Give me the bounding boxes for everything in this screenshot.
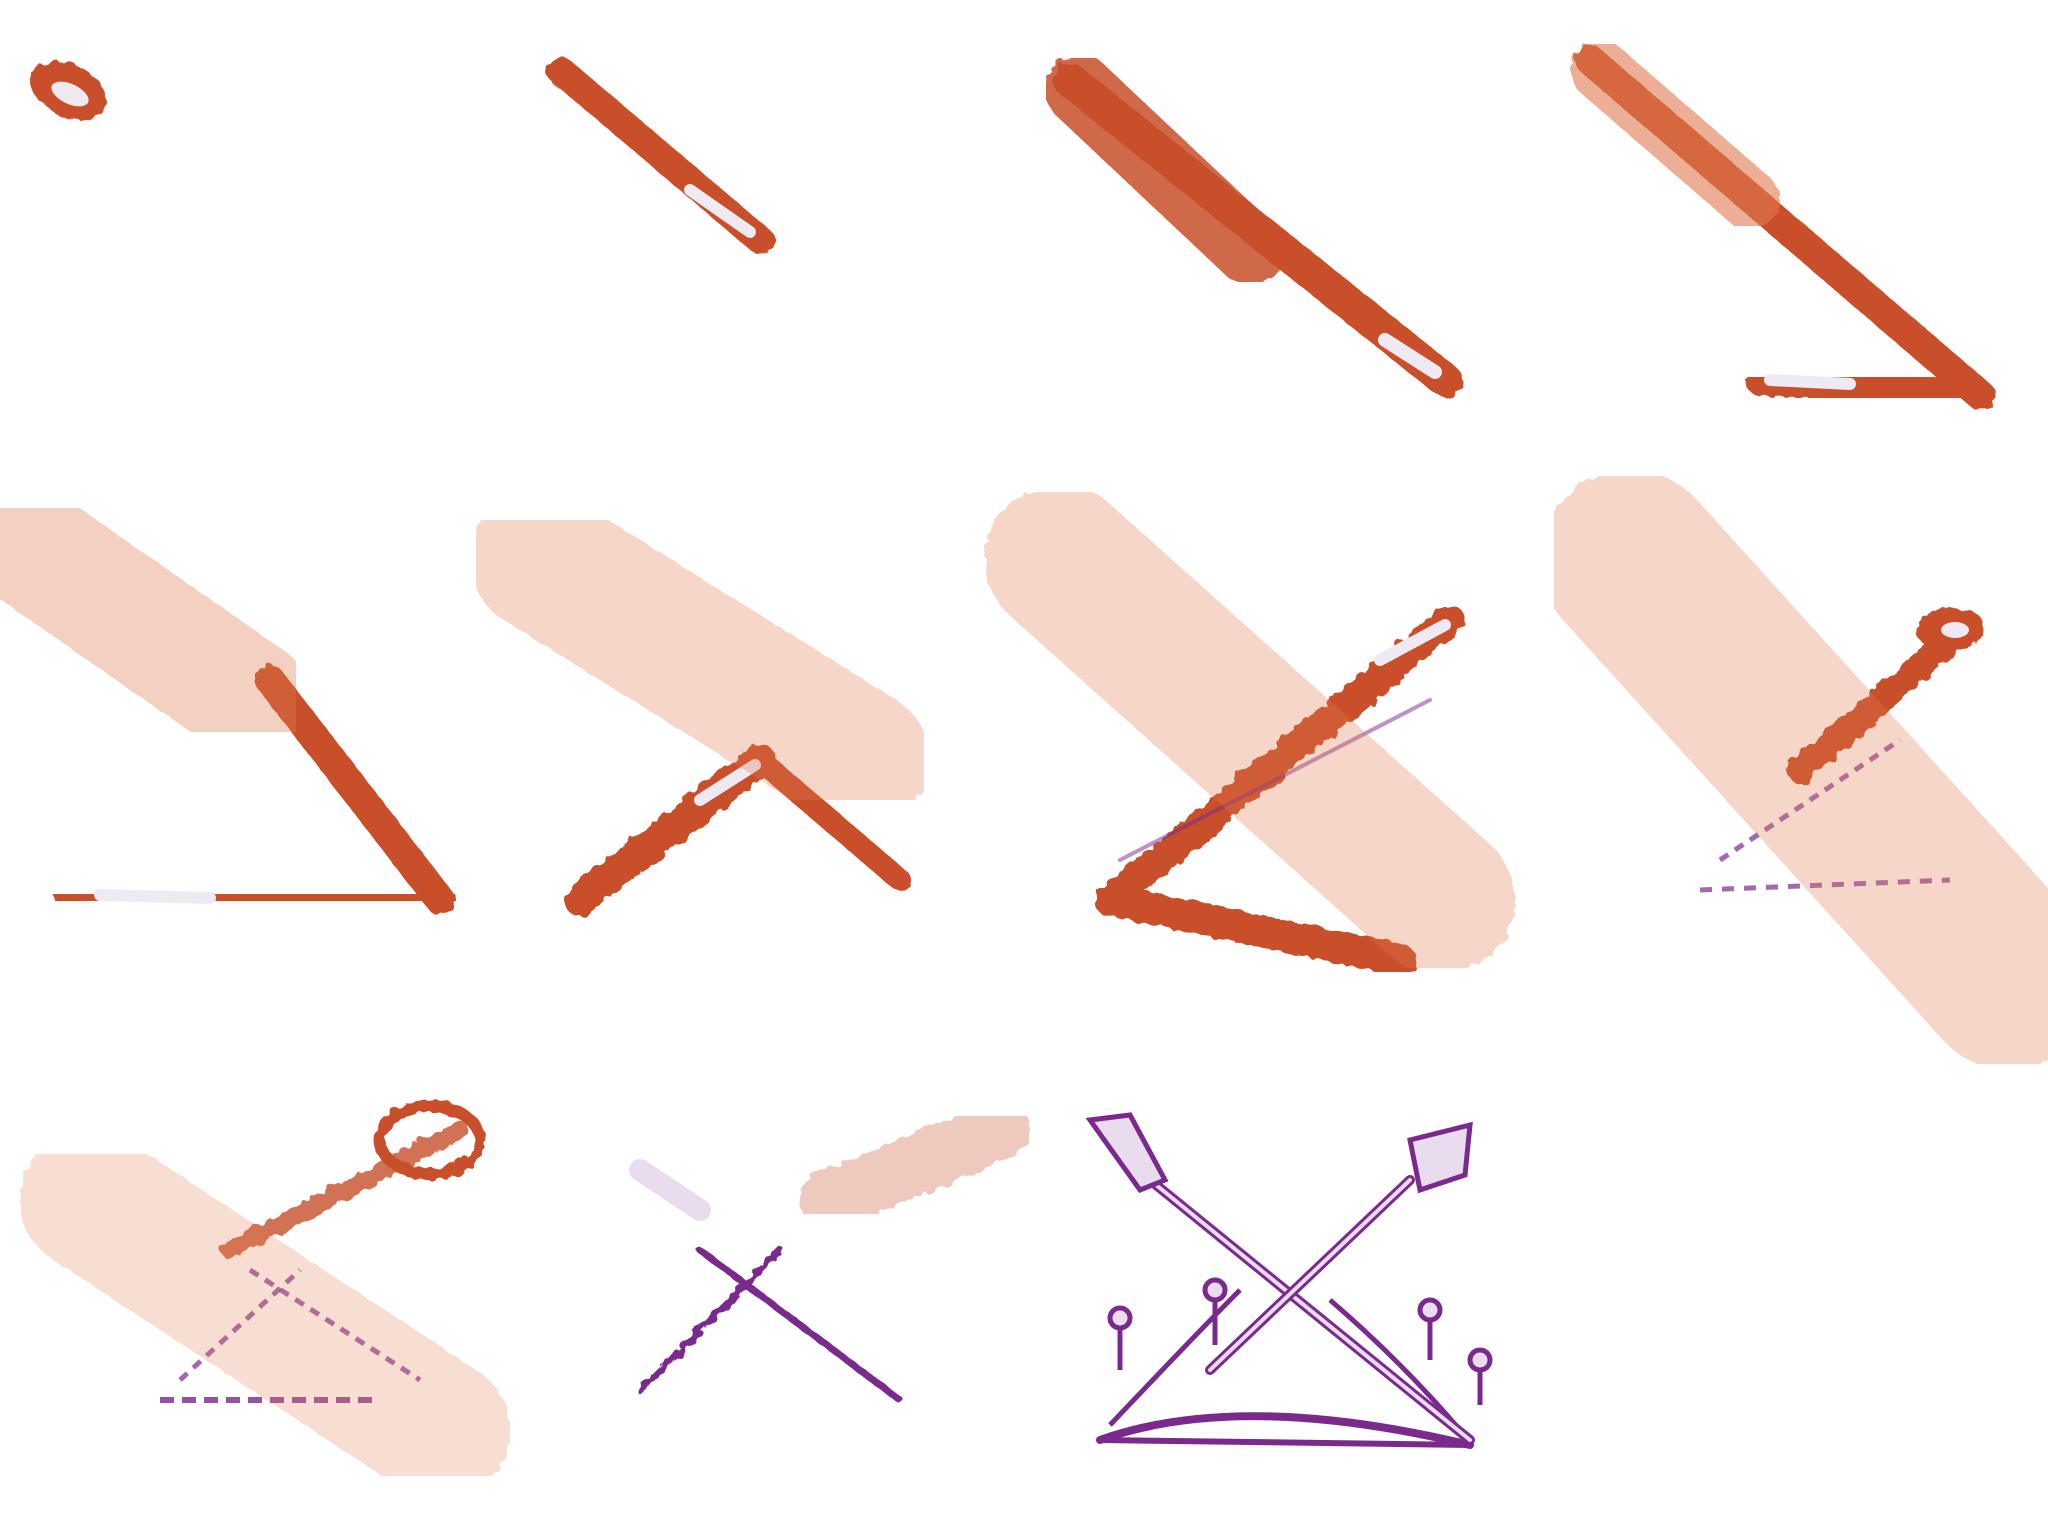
frame-4 bbox=[1570, 40, 1995, 410]
frame-7 bbox=[985, 485, 1515, 976]
frame-5 bbox=[0, 480, 456, 916]
frame-11 bbox=[1085, 1112, 1493, 1449]
frame-3 bbox=[1045, 55, 1462, 397]
frame-6 bbox=[470, 490, 944, 916]
frame-2 bbox=[546, 56, 774, 254]
frame-10 bbox=[611, 1100, 1030, 1414]
frame-8 bbox=[1540, 470, 2048, 1070]
frame-9 bbox=[20, 1100, 510, 1500]
frame-1 bbox=[30, 60, 106, 120]
